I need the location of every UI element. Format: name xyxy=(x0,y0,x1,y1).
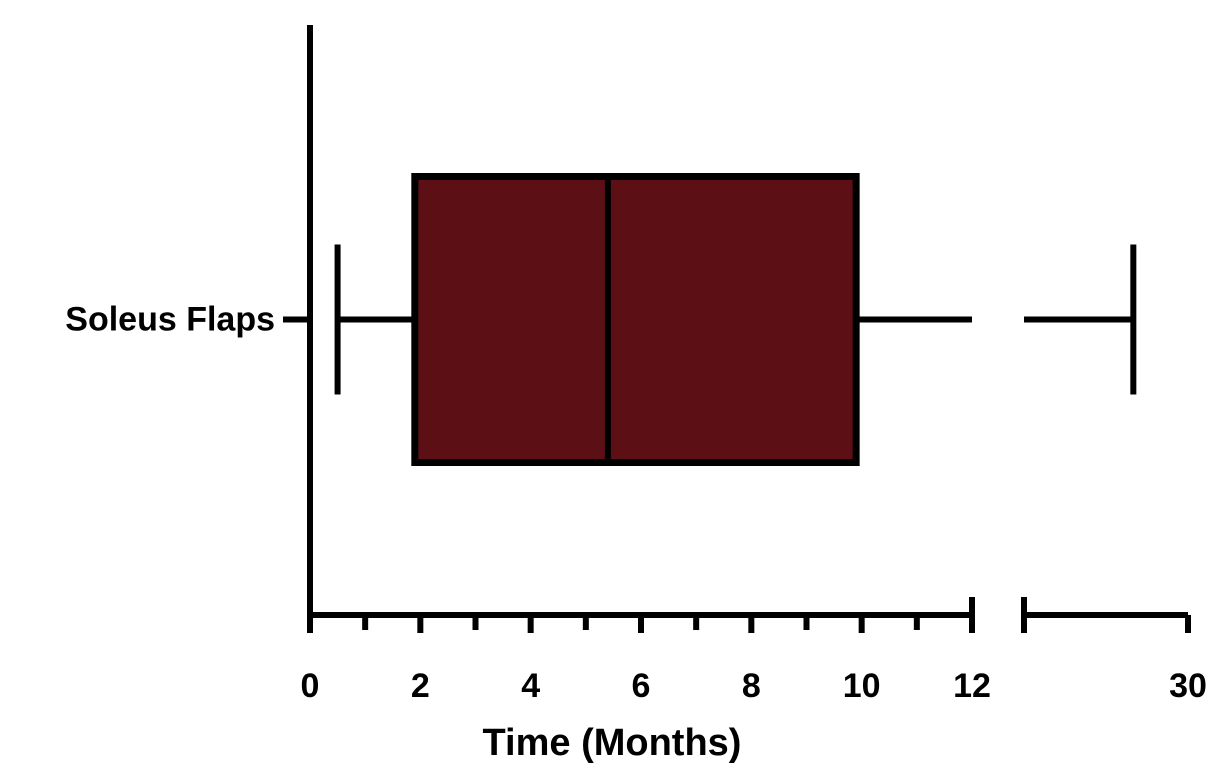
x-tick-label: 6 xyxy=(632,667,651,705)
box xyxy=(411,173,860,466)
x-axis-label: Time (Months) xyxy=(483,722,742,764)
x-tick-label: 2 xyxy=(411,667,430,705)
x-tick-label: 10 xyxy=(843,667,881,705)
x-tick-label: 8 xyxy=(742,667,761,705)
x-tick-label: 4 xyxy=(521,667,540,705)
x-tick-label: 0 xyxy=(301,667,320,705)
x-tick-label: 30 xyxy=(1169,667,1207,705)
y-tick-label: Soleus Flaps xyxy=(65,300,275,338)
x-tick-label: 12 xyxy=(953,667,991,705)
